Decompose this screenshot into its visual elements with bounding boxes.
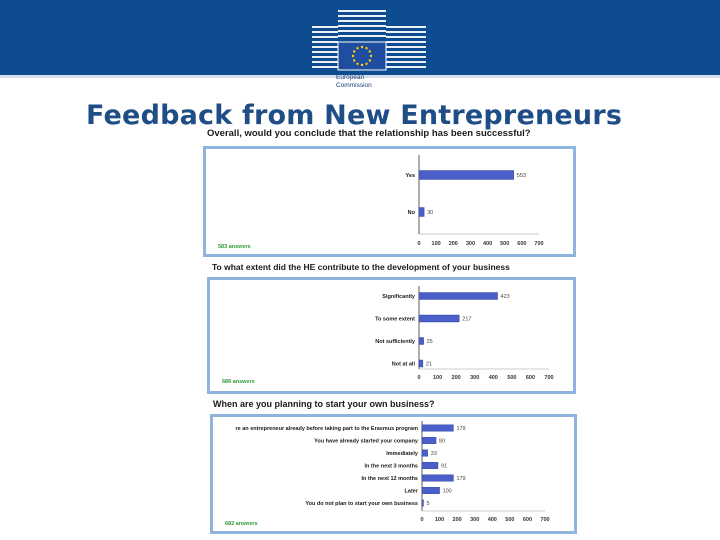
chart-1-frame: Yes 553 No 30 0 100 200 300 400 500 600 700 583 answ… [203,146,576,257]
chart-1-question: Overall, would you conclude that the rel… [207,128,531,139]
chart-bar [421,449,429,457]
x-tick-label: 0 [417,375,420,381]
chart-bar [418,292,498,300]
x-tick-label: 600 [523,517,532,523]
chart-bar [421,424,454,432]
logo-caption-line2: Commission [336,82,372,89]
x-tick-label: 400 [489,375,498,381]
eu-star-icon [369,54,373,58]
eu-star-icon [356,62,359,65]
eu-star-icon [368,50,371,53]
x-tick-label: 700 [540,517,549,523]
value-label: 217 [462,317,471,323]
x-tick-label: 700 [544,375,553,381]
value-label: 30 [427,210,433,216]
eu-star-icon [353,50,356,53]
value-label: 91 [441,464,447,470]
x-tick-label: 400 [483,241,492,247]
x-tick-label: 100 [435,517,444,523]
chart-3-svg: re an entrepreneur already before taking… [225,421,550,527]
chart-3-question: When are you planning to start your own … [213,399,435,409]
chart-bar [421,437,437,444]
eu-star-icon [351,54,355,58]
x-tick-label: 100 [433,375,442,381]
x-tick-label: 100 [432,241,441,247]
category-label: Significantly [382,294,416,300]
chart-3-frame: re an entrepreneur already before taking… [210,414,577,534]
x-tick-label: 400 [488,517,497,523]
x-tick-label: 0 [417,241,420,247]
eu-star-icon [365,47,368,50]
chart-2-frame: Significantly 423 To some extent 217 Not suf… [207,277,576,394]
european-commission-logo [312,10,426,71]
category-label: Yes [406,173,415,179]
slide-title: Feedback from New Entrepreneurs [86,100,623,131]
eu-star-icon [356,47,359,50]
x-tick-label: 200 [453,517,462,523]
x-tick-label: 500 [500,241,509,247]
eu-star-icon [368,59,371,62]
x-tick-label: 600 [526,375,535,381]
x-tick-label: 0 [420,517,423,523]
value-label: 553 [517,173,526,179]
chart-bar [418,170,515,180]
chart-bar [418,337,424,345]
value-label: 33 [431,451,437,457]
category-label: Not sufficiently [375,339,416,345]
category-label: You have already started your company [314,439,419,445]
x-tick-label: 700 [534,241,543,247]
eu-stars [351,45,373,67]
value-label: 25 [427,339,433,345]
answers-count: 583 answers [218,244,251,250]
category-label: Later [405,489,419,495]
chart-bar [421,474,454,482]
x-tick-label: 600 [517,241,526,247]
value-label: 179 [456,476,465,482]
x-tick-label: 500 [507,375,516,381]
value-label: 5 [427,501,430,507]
value-label: 100 [443,489,452,495]
logo-caption-line1: European [336,74,365,81]
category-label: In the next 12 months [361,476,418,482]
value-label: 179 [456,426,465,432]
logo-caption: European Commission [336,74,372,90]
value-label: 80 [439,439,445,445]
answers-count: 682 answers [225,521,258,527]
answers-count: 686 answers [222,379,255,385]
chart-bar [421,462,439,469]
category-label: Not at all [392,362,416,368]
x-tick-label: 300 [466,241,475,247]
chart-bar [421,499,424,507]
eu-star-icon [365,62,368,65]
category-label: re an entrepreneur already before taking… [236,426,419,432]
eu-star-icon [360,63,364,67]
value-label: 21 [426,362,432,368]
x-tick-label: 300 [470,517,479,523]
category-label: Immediately [386,451,419,457]
category-label: In the next 3 months [365,464,418,470]
chart-2-svg: Significantly 423 To some extent 217 Not suf… [222,286,554,385]
x-tick-label: 500 [505,517,514,523]
x-tick-label: 200 [449,241,458,247]
category-label: No [408,210,416,216]
eu-star-icon [353,59,356,62]
x-tick-label: 300 [470,375,479,381]
x-tick-label: 200 [452,375,461,381]
eu-star-icon [360,45,364,49]
header-stripe [0,75,720,78]
chart-bar [421,487,440,494]
chart-bar [418,207,425,217]
category-label: To some extent [375,317,415,323]
category-label: You do not plan to start your own busine… [305,501,418,507]
chart-bar [418,314,460,323]
value-label: 423 [501,294,510,300]
chart-bar [418,359,424,368]
chart-2-question: To what extent did the HE contribute to … [212,262,510,272]
